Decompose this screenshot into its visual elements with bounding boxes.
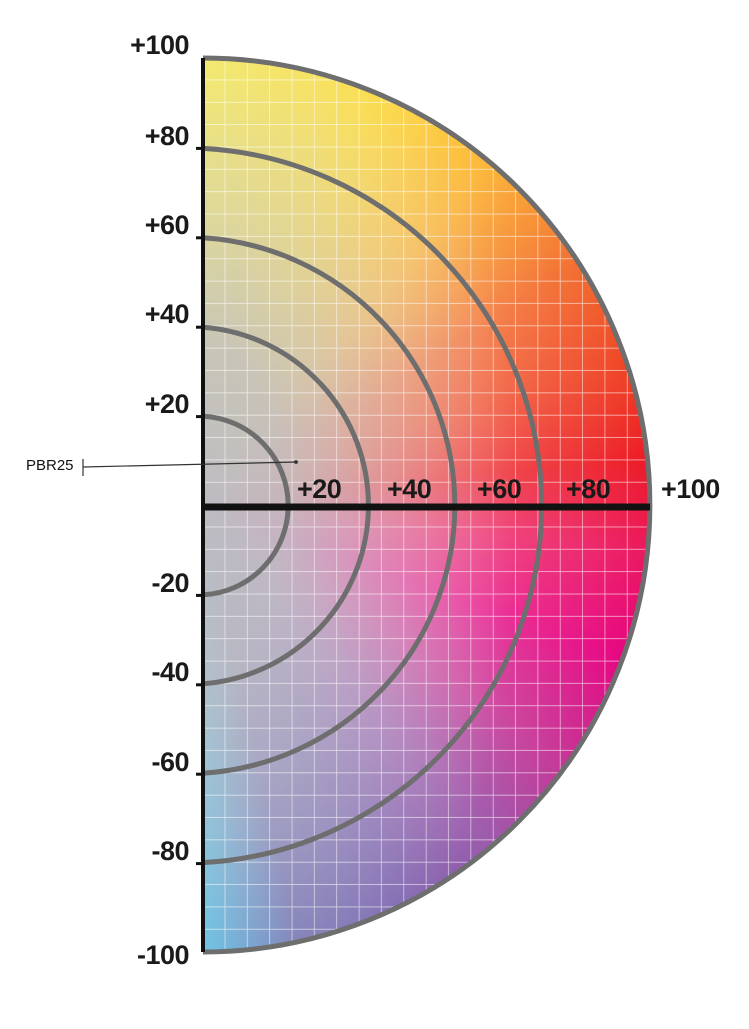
x-tick-label-20: +20 — [297, 474, 342, 504]
y-tick-label-20: +20 — [144, 389, 190, 419]
y-tick-label-100: +100 — [130, 30, 189, 60]
vertical-ticks — [196, 146, 203, 866]
y-tick-label-minus-80: -80 — [151, 836, 189, 866]
y-tick-label-minus-60: -60 — [151, 747, 189, 777]
y-tick-label-minus-40: -40 — [151, 657, 189, 687]
y-tick-label-80: +80 — [144, 121, 190, 151]
y-tick-label-40: +40 — [144, 299, 190, 329]
x-tick-label-60: +60 — [477, 474, 522, 504]
x-tick-label-80: +80 — [566, 474, 611, 504]
y-tick-label-minus-20: -20 — [151, 568, 189, 598]
pbr25-leader — [82, 459, 298, 476]
x-tick-label-100: +100 — [661, 474, 720, 504]
x-tick-label-40: +40 — [387, 474, 432, 504]
pbr25-point — [294, 460, 298, 464]
color-field — [203, 58, 650, 952]
pbr25-annotation-label: PBR25 — [26, 457, 74, 474]
y-tick-label-minus-100: -100 — [136, 940, 190, 970]
y-tick-label-60: +60 — [144, 210, 190, 240]
